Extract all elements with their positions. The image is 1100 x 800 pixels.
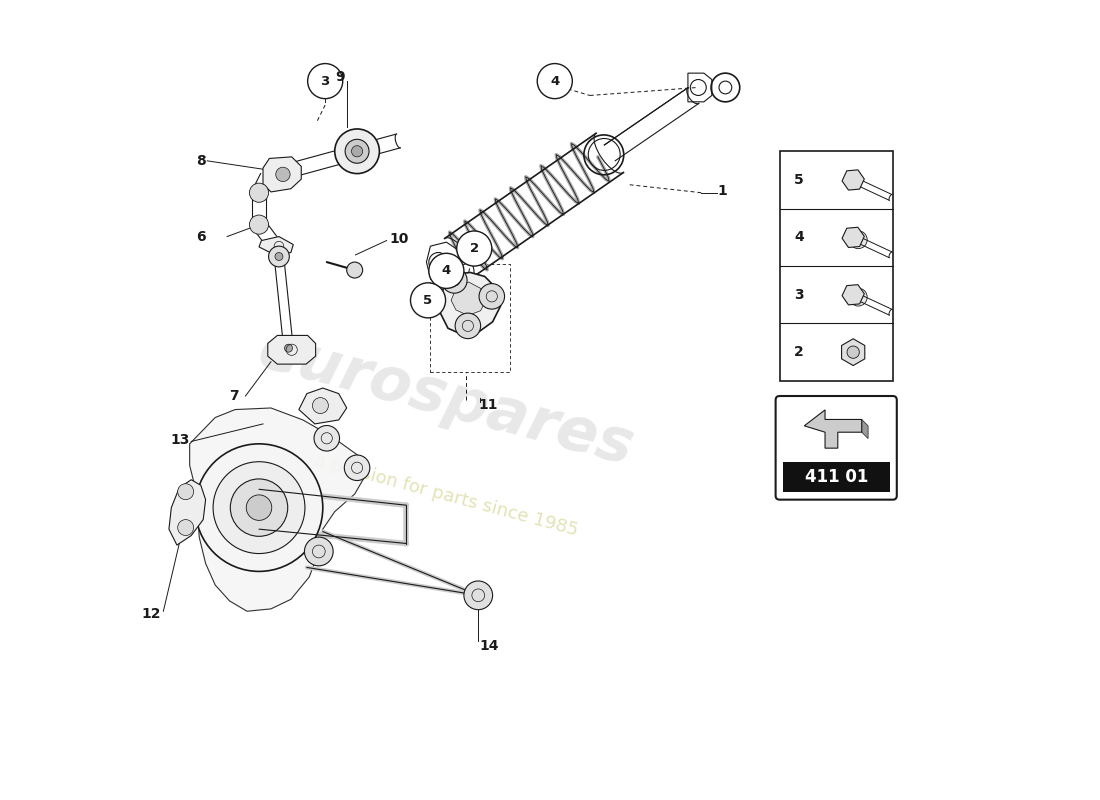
Bar	[783, 462, 890, 493]
Bar	[780, 151, 893, 381]
Text: 1: 1	[717, 184, 727, 198]
Circle shape	[537, 63, 572, 98]
Polygon shape	[299, 388, 346, 424]
Text: 13: 13	[170, 433, 189, 447]
Polygon shape	[263, 157, 301, 192]
Text: 9: 9	[336, 70, 345, 84]
Circle shape	[250, 215, 268, 234]
Circle shape	[429, 254, 464, 288]
Text: 11: 11	[478, 398, 497, 412]
Circle shape	[312, 398, 329, 414]
Text: a passion for parts since 1985: a passion for parts since 1985	[312, 452, 581, 540]
Circle shape	[352, 146, 363, 157]
Text: 14: 14	[480, 638, 499, 653]
Circle shape	[346, 262, 363, 278]
Circle shape	[344, 455, 370, 481]
Polygon shape	[842, 338, 865, 366]
Polygon shape	[804, 410, 861, 448]
Text: 8: 8	[196, 154, 206, 168]
Circle shape	[246, 495, 272, 520]
Text: 7: 7	[230, 389, 239, 403]
Circle shape	[178, 484, 194, 500]
Text: 6: 6	[196, 230, 206, 243]
Text: eurospares: eurospares	[252, 322, 640, 478]
Circle shape	[847, 346, 859, 358]
Circle shape	[334, 129, 379, 174]
Circle shape	[275, 253, 283, 261]
Polygon shape	[843, 285, 865, 305]
Circle shape	[278, 338, 299, 358]
Polygon shape	[189, 408, 366, 611]
Circle shape	[305, 537, 333, 566]
Text: 5: 5	[794, 173, 804, 187]
Text: 10: 10	[389, 232, 408, 246]
Polygon shape	[169, 480, 206, 545]
Polygon shape	[861, 419, 868, 438]
Circle shape	[849, 288, 867, 306]
Circle shape	[285, 344, 293, 352]
Polygon shape	[843, 170, 865, 190]
Circle shape	[455, 313, 481, 338]
Polygon shape	[843, 227, 865, 247]
Circle shape	[849, 230, 867, 249]
Text: 2: 2	[794, 345, 804, 359]
Text: 411 01: 411 01	[804, 468, 868, 486]
Text: 4: 4	[442, 264, 451, 278]
Circle shape	[314, 426, 340, 451]
Text: 4: 4	[550, 74, 560, 88]
Polygon shape	[267, 335, 316, 364]
Text: 3: 3	[794, 288, 804, 302]
Circle shape	[178, 519, 194, 535]
Text: 5: 5	[424, 294, 432, 307]
Polygon shape	[258, 237, 294, 255]
Polygon shape	[440, 273, 500, 334]
Circle shape	[250, 183, 268, 202]
Circle shape	[478, 284, 505, 309]
Circle shape	[276, 167, 290, 182]
Circle shape	[213, 462, 305, 554]
Circle shape	[308, 63, 343, 98]
Polygon shape	[451, 282, 486, 315]
Circle shape	[456, 231, 492, 266]
Text: 2: 2	[470, 242, 478, 255]
Circle shape	[410, 283, 446, 318]
Text: 4: 4	[794, 230, 804, 244]
FancyBboxPatch shape	[776, 396, 896, 500]
Text: 3: 3	[320, 74, 330, 88]
Circle shape	[464, 581, 493, 610]
Circle shape	[230, 479, 288, 536]
Text: 12: 12	[142, 606, 161, 621]
Circle shape	[441, 268, 468, 293]
Circle shape	[268, 246, 289, 267]
Circle shape	[195, 444, 322, 571]
Circle shape	[345, 139, 368, 163]
